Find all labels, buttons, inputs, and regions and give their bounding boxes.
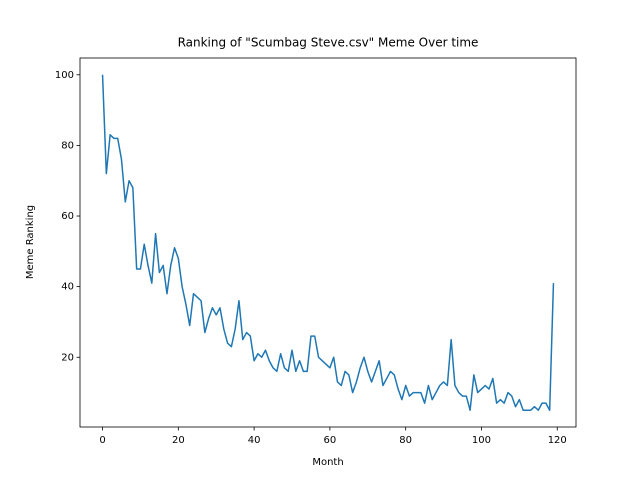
x-axis-label: Month xyxy=(312,457,343,468)
y-tick-label: 60 xyxy=(61,211,74,222)
x-tick-label: 120 xyxy=(548,435,567,446)
x-tick-label: 20 xyxy=(172,435,185,446)
chart-title: Ranking of "Scumbag Steve.csv" Meme Over… xyxy=(178,36,479,50)
x-tick-label: 80 xyxy=(399,435,412,446)
x-tick-label: 0 xyxy=(99,435,105,446)
x-tick-label: 60 xyxy=(324,435,337,446)
y-tick-label: 100 xyxy=(55,70,74,81)
line xyxy=(101,74,555,411)
y-tick-label: 40 xyxy=(61,282,74,293)
y-tick-label: 80 xyxy=(61,140,74,151)
x-tick-label: 100 xyxy=(472,435,491,446)
y-tick-label: 20 xyxy=(61,352,74,363)
x-tick-label: 40 xyxy=(248,435,261,446)
y-axis-label: Meme Ranking xyxy=(25,205,36,279)
plot-frame xyxy=(79,57,577,428)
